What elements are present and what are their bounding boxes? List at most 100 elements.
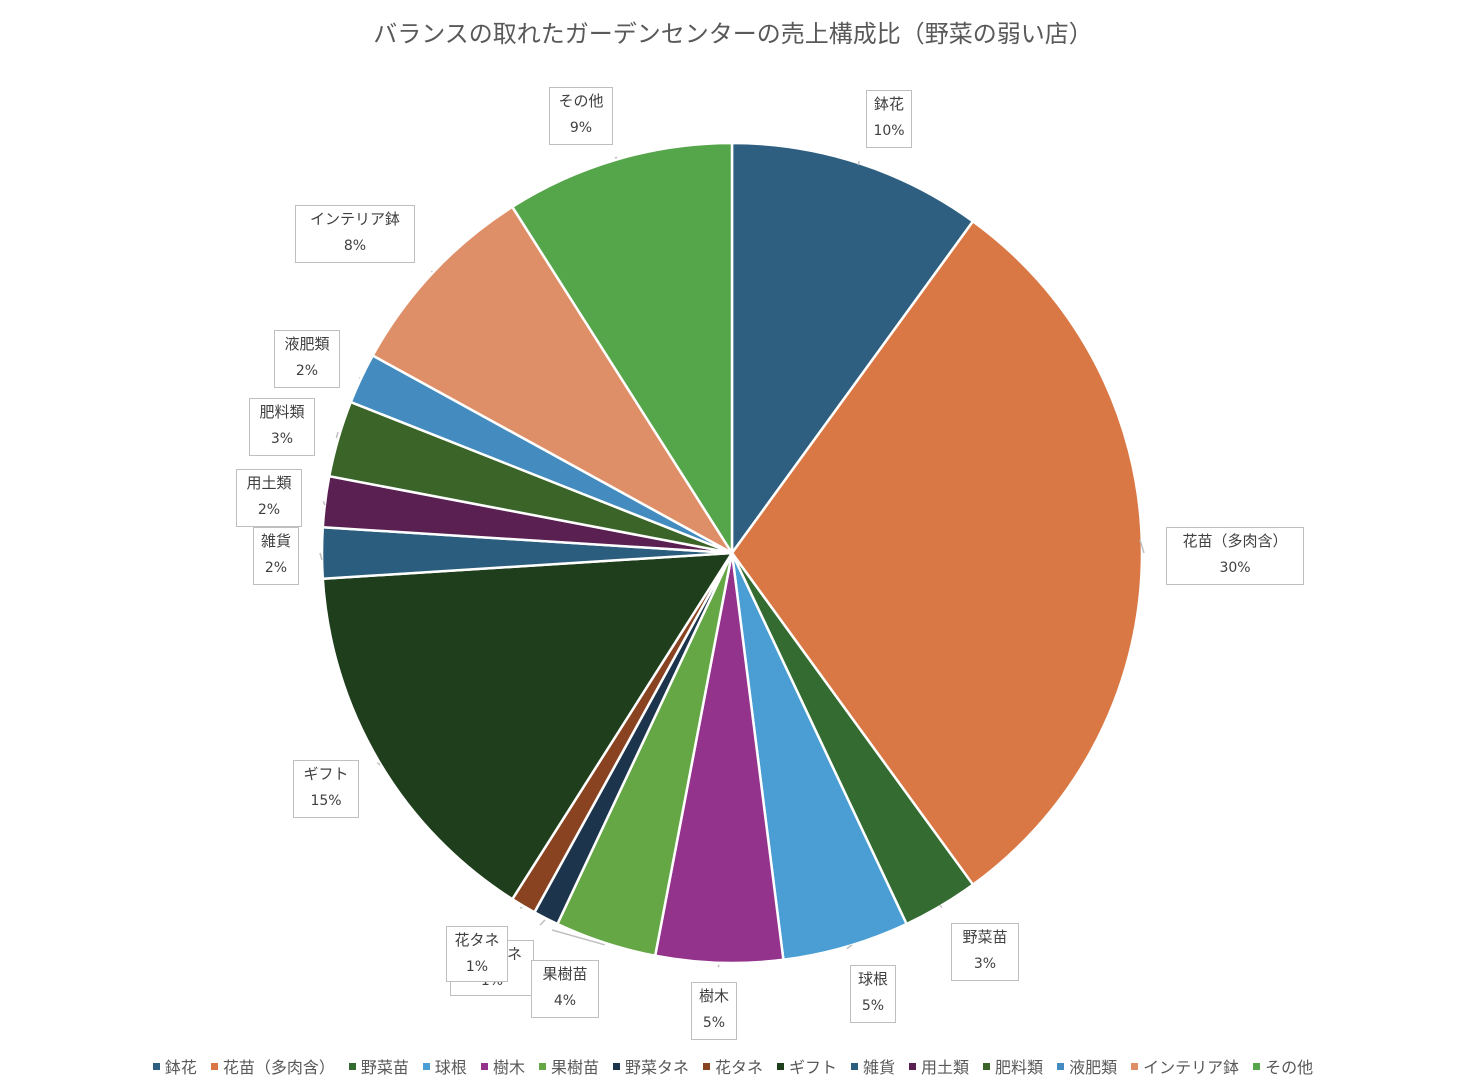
legend-swatch xyxy=(983,1062,991,1070)
data-label: 野菜苗 3% xyxy=(951,923,1019,981)
leader-line xyxy=(376,762,381,766)
data-label-name: 樹木 xyxy=(698,987,729,1005)
data-label: その他 9% xyxy=(549,87,613,145)
legend-label: 用土類 xyxy=(921,1058,970,1077)
data-label: ギフト 15% xyxy=(293,760,359,818)
legend-item: ギフト xyxy=(777,1054,837,1078)
legend-label: 肥料類 xyxy=(995,1058,1044,1077)
legend-label: 鉢花 xyxy=(164,1058,197,1077)
legend-item: 花タネ xyxy=(702,1054,763,1078)
legend: 鉢花 花苗（多肉含） 野菜苗 球根 樹木 果樹苗 野菜タネ 花タネ ギフト 雑貨 用土類 肥料類 液肥類… xyxy=(0,1054,1466,1078)
legend-item: 球根 xyxy=(422,1054,467,1078)
leader-line xyxy=(322,501,326,506)
leader-line xyxy=(319,552,323,561)
legend-item: 果樹苗 xyxy=(538,1054,599,1078)
legend-swatch xyxy=(612,1062,620,1070)
data-label-value: 3% xyxy=(973,956,997,972)
legend-label: ギフト xyxy=(789,1058,838,1077)
leader-line xyxy=(539,919,546,926)
data-label-name: その他 xyxy=(558,92,604,110)
data-label-value: 2% xyxy=(264,560,288,576)
legend-label: その他 xyxy=(1265,1058,1314,1077)
legend-item: 野菜タネ xyxy=(612,1054,689,1078)
legend-item: 野菜苗 xyxy=(348,1054,409,1078)
legend-swatch xyxy=(480,1062,488,1070)
leader-line xyxy=(1139,539,1145,554)
data-label: 果樹苗 4% xyxy=(531,960,599,1018)
legend-item: その他 xyxy=(1253,1054,1313,1078)
data-label: 花苗（多肉含） 30% xyxy=(1166,527,1304,585)
pie-slice xyxy=(730,219,1144,887)
data-label: 鉢花 10% xyxy=(866,90,912,148)
data-label: 液肥類 2% xyxy=(274,330,340,388)
pie-slices xyxy=(320,141,1144,965)
data-label-value: 5% xyxy=(861,998,885,1014)
legend-label: 花苗（多肉含） xyxy=(222,1058,335,1077)
legend-swatch xyxy=(1057,1062,1065,1070)
legend-swatch xyxy=(152,1062,160,1070)
legend-swatch xyxy=(538,1062,546,1070)
data-label: 用土類 2% xyxy=(236,469,302,527)
data-label-value: 9% xyxy=(569,120,593,136)
legend-item: 鉢花 xyxy=(152,1054,197,1078)
legend-swatch xyxy=(851,1062,859,1070)
data-label-name: 液肥類 xyxy=(284,335,330,353)
legend-label: 野菜苗 xyxy=(360,1058,409,1077)
legend-swatch xyxy=(422,1062,430,1070)
legend-label: 雑貨 xyxy=(863,1058,896,1077)
legend-label: 液肥類 xyxy=(1069,1058,1118,1077)
data-label-name: 球根 xyxy=(857,970,888,988)
legend-swatch xyxy=(702,1062,710,1070)
legend-item: 液肥類 xyxy=(1057,1054,1117,1078)
legend-label: 球根 xyxy=(434,1058,467,1077)
legend-label: 樹木 xyxy=(492,1058,525,1077)
legend-label: 野菜タネ xyxy=(624,1058,689,1077)
legend-label: 果樹苗 xyxy=(550,1058,599,1077)
legend-item: インテリア鉢 xyxy=(1131,1054,1239,1078)
data-label-value: 5% xyxy=(702,1015,726,1031)
data-label-name: 用土類 xyxy=(246,474,292,492)
leader-line xyxy=(846,944,853,950)
pie-slice xyxy=(371,205,734,555)
legend-swatch xyxy=(777,1062,784,1070)
data-label: 雑貨 2% xyxy=(253,527,299,585)
data-label-value: 30% xyxy=(1219,560,1251,576)
leader-line xyxy=(939,904,943,909)
data-label-name: 花タネ xyxy=(454,931,500,949)
leader-line xyxy=(551,929,605,946)
data-label: 花タネ 1% xyxy=(446,926,508,982)
legend-item: 樹木 xyxy=(480,1054,525,1078)
legend-swatch xyxy=(1131,1062,1139,1070)
legend-item: 用土類 xyxy=(909,1054,969,1078)
data-label-name: ギフト xyxy=(303,765,349,783)
data-label: インテリア鉢 8% xyxy=(295,205,415,263)
data-label-name: インテリア鉢 xyxy=(309,210,400,228)
data-label-value: 1% xyxy=(465,959,489,975)
data-label-value: 8% xyxy=(343,238,367,254)
data-label-value: 2% xyxy=(295,363,319,379)
data-label-value: 2% xyxy=(257,502,281,518)
legend-swatch xyxy=(1253,1062,1261,1070)
data-label-name: 果樹苗 xyxy=(542,965,588,983)
leader-line xyxy=(717,964,720,968)
legend-item: 花苗（多肉含） xyxy=(210,1054,335,1078)
legend-label: インテリア鉢 xyxy=(1143,1058,1240,1077)
data-label: 肥料類 3% xyxy=(249,398,315,456)
legend-swatch xyxy=(909,1062,917,1070)
leader-line xyxy=(335,431,339,439)
data-label-name: 肥料類 xyxy=(259,403,305,421)
data-label-value: 15% xyxy=(310,793,342,809)
data-label-value: 4% xyxy=(553,993,577,1009)
data-label-name: 花苗（多肉含） xyxy=(1182,532,1288,550)
legend-swatch xyxy=(348,1062,356,1070)
pie-slice xyxy=(510,141,734,558)
pie-slice xyxy=(321,551,735,901)
data-label-value: 3% xyxy=(270,431,294,447)
data-label-name: 野菜苗 xyxy=(962,928,1008,946)
legend-item: 雑貨 xyxy=(851,1054,895,1078)
legend-swatch xyxy=(210,1062,218,1070)
legend-label: 花タネ xyxy=(714,1058,763,1077)
data-label-value: 10% xyxy=(873,123,905,139)
data-label: 樹木 5% xyxy=(691,982,737,1040)
